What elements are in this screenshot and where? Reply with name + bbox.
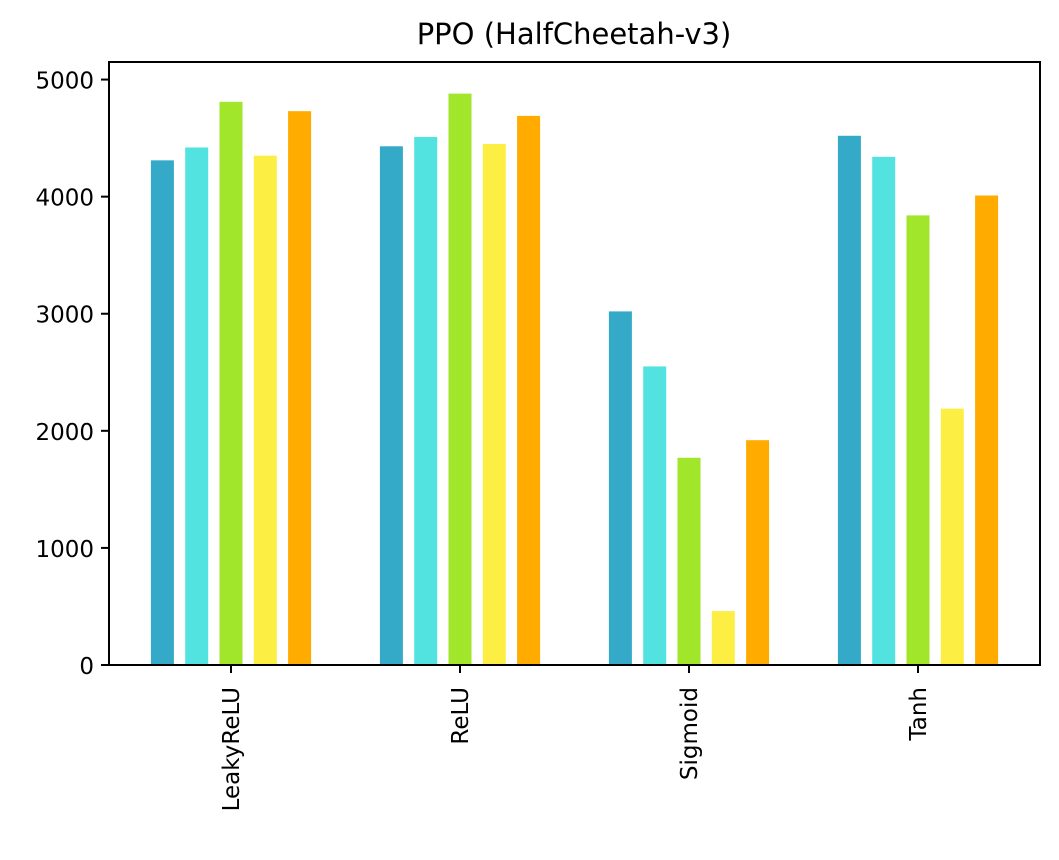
bar-relu-1	[379, 146, 403, 666]
axes-layer	[108, 61, 1041, 666]
bar-leakyrelu-2	[185, 147, 209, 666]
y-tick-label: 0	[79, 654, 94, 680]
x-tick-label-tanh: Tanh	[906, 687, 932, 742]
bar-relu-2	[414, 136, 438, 665]
bar-tanh-1	[837, 135, 861, 665]
bar-sigmoid-5	[746, 440, 770, 665]
y-tick-label: 2000	[35, 420, 94, 446]
bar-leakyrelu-4	[253, 155, 277, 666]
plot-frame	[108, 61, 1041, 666]
bar-sigmoid-4	[711, 611, 735, 665]
bar-sigmoid-3	[677, 457, 701, 665]
bar-leakyrelu-1	[150, 160, 174, 665]
bar-leakyrelu-3	[219, 101, 243, 665]
bar-sigmoid-2	[643, 366, 667, 665]
bar-leakyrelu-5	[288, 111, 312, 666]
bar-relu-5	[517, 115, 541, 666]
bar-tanh-2	[872, 156, 896, 665]
x-axis-ticks: LeakyReLU ReLU Sigmoid Tanh	[219, 665, 932, 811]
y-tick-label: 3000	[35, 303, 94, 329]
y-axis-ticks: 0 1000 2000 3000 4000 5000	[35, 69, 109, 680]
bar-relu-3	[448, 93, 472, 666]
bar-relu-4	[482, 143, 506, 665]
x-tick-label-sigmoid: Sigmoid	[677, 687, 703, 780]
y-tick-label: 1000	[35, 537, 94, 563]
bar-sigmoid-1	[608, 311, 632, 665]
bar-tanh-3	[906, 215, 930, 665]
chart-title: PPO (HalfCheetah-v3)	[417, 17, 732, 51]
x-tick-label-relu: ReLU	[448, 687, 474, 745]
x-tick-label-leakyrelu: LeakyReLU	[219, 687, 245, 811]
bars-layer	[150, 93, 999, 666]
bar-tanh-4	[940, 408, 964, 665]
y-tick-label: 5000	[35, 69, 94, 95]
bar-tanh-5	[975, 195, 999, 666]
y-tick-label: 4000	[35, 186, 94, 212]
